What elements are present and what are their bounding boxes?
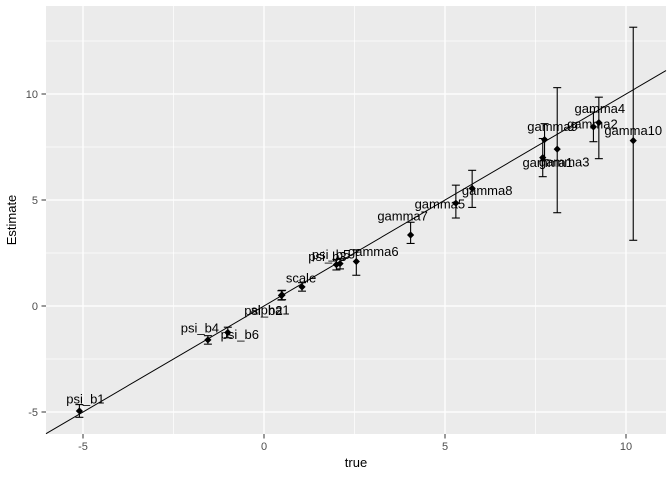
label-psi_b2: psi_b2 [244,303,282,318]
label-gamma2: gamma2 [567,116,618,131]
label-gamma9: gamma9 [527,119,578,134]
point-gamma3 [553,145,561,153]
x-axis-title: true [345,455,367,470]
plot-panel [46,6,666,434]
point-gamma9 [540,135,549,144]
point-gamma6 [352,257,360,266]
x-tick-label: 10 [620,441,632,453]
point-gamma5 [452,199,460,207]
point-gamma8 [468,184,476,192]
label-psi_b5: psi_b5 [312,247,350,262]
point-psi_b6 [224,328,232,337]
point-scale [298,283,306,291]
y-axis-title: Estimate [4,195,19,246]
x-tick-label: -5 [78,441,88,453]
label-gamma4: gamma4 [575,101,626,116]
label-psi_b6: psi_b6 [221,327,259,342]
point-psi_b5 [336,260,344,268]
label-gamma8: gamma8 [462,183,513,198]
point-gamma2 [589,123,598,131]
x-tick-label: 0 [261,441,267,453]
x-tick-label: 5 [442,441,448,453]
point-psi_b1 [75,407,83,415]
point-psi_b4 [204,336,212,344]
point-gamma4 [595,119,603,127]
point-gamma1 [539,154,547,162]
label-gamma5: gamma5 [415,197,466,212]
point-gamma10 [629,137,637,145]
point-gamma7 [407,231,415,239]
label-alpha1: alpha1 [251,302,290,317]
label-gamma1: gamma1 [522,155,573,170]
point-alpha1 [278,291,286,299]
label-gamma6: gamma6 [348,244,399,259]
label-psi_b1: psi_b1 [66,391,104,406]
label-psi_b3: psi_b3 [308,249,346,264]
label-gamma3: gamma3 [539,155,590,170]
point-psi_b3 [332,261,340,269]
y-tick-label: 10 [26,89,38,101]
y-tick-label: 0 [32,301,38,313]
y-tick-label: 5 [32,195,38,207]
y-tick-label: -5 [28,407,38,419]
label-gamma7: gamma7 [377,208,428,223]
label-gamma10: gamma10 [604,123,662,138]
label-psi_b4: psi_b4 [181,320,219,335]
label-scale: scale [286,270,316,285]
